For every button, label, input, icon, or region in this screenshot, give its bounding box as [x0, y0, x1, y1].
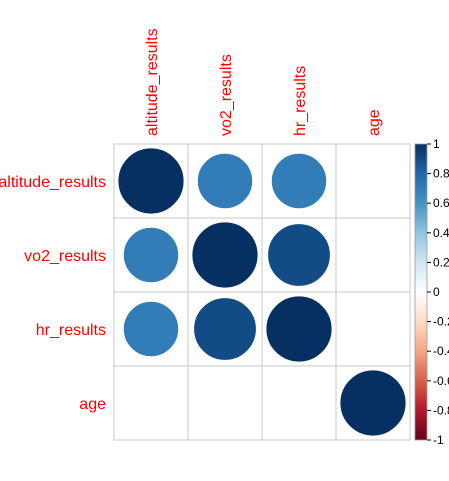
row-label: hr_results: [36, 322, 106, 339]
correlation-circle: [270, 152, 328, 210]
colorbar: 1 0.8 0.6 0.4 0.2 0 -0.2 -0.4 -0.6 -0.8 -1: [414, 137, 449, 447]
correlation-circle: [196, 152, 254, 210]
correlation-circle: [117, 147, 185, 215]
row-label: age: [79, 396, 106, 413]
colorbar-tick-label: 0.4: [433, 226, 449, 240]
correlation-circle: [339, 369, 407, 437]
column-label: hr_results: [292, 66, 309, 136]
row-label: altitude_results: [0, 174, 106, 191]
correlation-circle: [267, 223, 331, 287]
colorbar-tick-label: -0.2: [433, 315, 449, 329]
correlation-circle: [193, 297, 257, 361]
row-label: vo2_results: [24, 248, 106, 265]
colorbar-tick-label: -1: [433, 433, 444, 447]
column-label: vo2_results: [218, 54, 235, 136]
correlation-circle: [122, 226, 180, 284]
colorbar-gradient: [414, 143, 428, 441]
colorbar-tick-label: 0.2: [433, 255, 449, 269]
grid: [113, 143, 411, 441]
colorbar-tick-label: 0.6: [433, 196, 449, 210]
colorbar-tick-label: 0.8: [433, 167, 449, 181]
column-label: age: [366, 109, 383, 136]
colorbar-tick-label: -0.6: [433, 374, 449, 388]
variable-labels: altitude_results altitude_results vo2_resu…: [0, 28, 383, 413]
correlation-circle: [265, 295, 333, 363]
colorbar-tick-label: 0: [433, 285, 440, 299]
column-label: altitude_results: [144, 28, 161, 136]
correlation-circle: [122, 300, 180, 358]
correlation-circle: [191, 221, 259, 289]
colorbar-tick-label: 1: [433, 137, 440, 151]
colorbar-tick-label: -0.8: [433, 403, 449, 417]
correlation-circles: [117, 147, 407, 437]
colorbar-tick-label: -0.4: [433, 344, 449, 358]
